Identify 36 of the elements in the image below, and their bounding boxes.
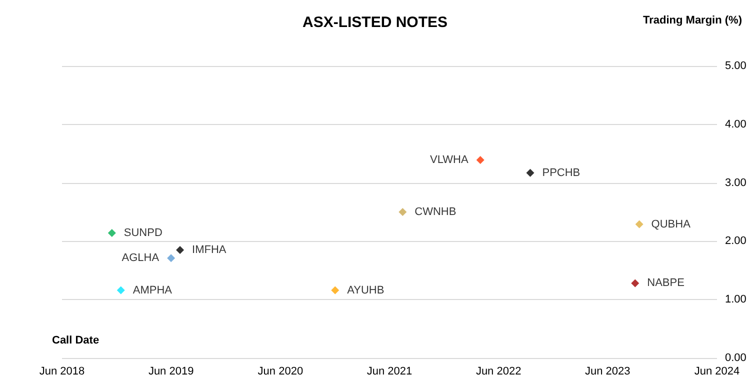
- x-tick-label: Jun 2024: [694, 366, 740, 378]
- point: [167, 254, 176, 262]
- series-label: VLWHA: [430, 154, 469, 166]
- point: [631, 279, 640, 288]
- x-tick-label: Jun 2018: [39, 366, 85, 378]
- series-label: PPCHB: [542, 166, 580, 179]
- y-tick-label: 0.00: [725, 352, 746, 364]
- x-tick-label: Jun 2020: [258, 366, 304, 378]
- x-tick-label: Jun 2019: [148, 366, 194, 378]
- series-label: AMPHA: [132, 284, 173, 296]
- y-tick-label: 4.00: [725, 118, 746, 130]
- x-tick-label: Jun 2021: [366, 366, 412, 378]
- point: [176, 246, 184, 254]
- chart-title: ASX-LISTED NOTES: [302, 14, 448, 31]
- y-tick-label: 1.00: [725, 294, 746, 306]
- series-label: QUBHA: [651, 218, 692, 230]
- point: [526, 168, 534, 177]
- series-label: IMFHA: [192, 244, 227, 256]
- y-tick-label: 3.00: [725, 176, 746, 189]
- series-label: AYUHB: [347, 284, 384, 296]
- point: [331, 286, 340, 294]
- point: [108, 229, 116, 238]
- x-tick-label: Jun 2022: [476, 366, 522, 378]
- point: [398, 208, 407, 216]
- y-axis-title: Trading Margin (%): [643, 14, 742, 26]
- point: [116, 286, 125, 294]
- x-tick-label: Jun 2023: [585, 366, 630, 378]
- y-tick-label: 5.00: [725, 60, 746, 72]
- series-label: CWNHB: [414, 206, 456, 218]
- series-label: SUNPD: [124, 227, 162, 240]
- point: [476, 156, 484, 164]
- series-label: NABPE: [647, 277, 684, 290]
- x-axis-title: Call Date: [52, 334, 100, 346]
- y-tick-label: 2.00: [725, 235, 746, 248]
- series-label: AGLHA: [122, 252, 160, 264]
- point: [635, 220, 644, 228]
